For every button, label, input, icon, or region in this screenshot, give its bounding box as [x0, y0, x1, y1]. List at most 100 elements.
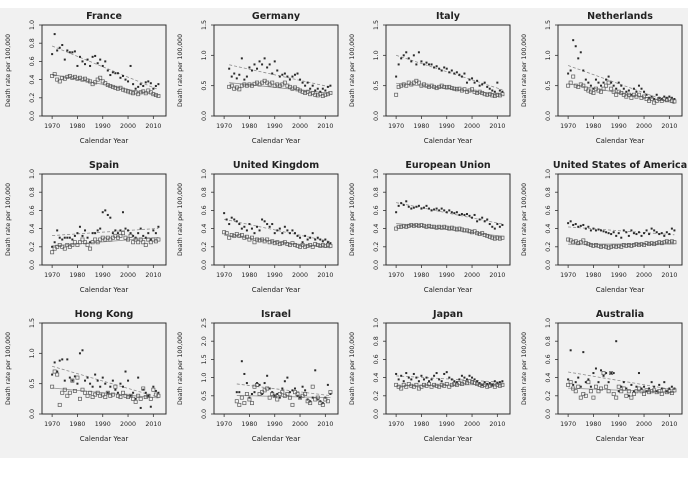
data-point-series-filled	[620, 236, 623, 239]
data-point-series-open	[659, 241, 664, 246]
data-point-series-filled	[51, 373, 54, 376]
y-tick-label: 0.6	[29, 56, 36, 66]
data-point-series-filled	[263, 220, 266, 223]
data-point-series-filled	[577, 225, 580, 228]
data-point-series-open	[629, 243, 634, 248]
data-point-series-open	[500, 235, 505, 240]
data-point-series-open	[255, 237, 259, 242]
x-axis-label: Calendar Year	[252, 286, 301, 294]
data-point-series-filled	[493, 380, 496, 383]
data-point-series-open	[115, 86, 120, 91]
data-point-series-open	[492, 236, 497, 241]
data-point-series-open	[65, 393, 70, 398]
data-point-series-open	[576, 241, 581, 246]
y-tick-label: 0.0	[373, 260, 380, 270]
chart-united-states-of-america: United States of America 0.0 0.2 0.4 0.6 0.8 1…	[521, 160, 687, 294]
data-point-series-open	[244, 392, 249, 396]
y-tick-label: 0.6	[373, 354, 380, 364]
y-tick-label: 1.0	[29, 169, 36, 179]
data-point-series-open	[611, 392, 616, 396]
data-point-series-filled	[615, 87, 618, 90]
data-point-series-filled	[605, 231, 608, 234]
x-axis-label: Calendar Year	[252, 137, 301, 145]
data-point-series-filled	[592, 372, 595, 375]
data-point-series-filled	[453, 380, 456, 383]
x-tick-label: 1990	[267, 123, 283, 130]
data-point-series-open	[156, 237, 161, 242]
data-point-series-filled	[597, 81, 600, 84]
x-tick-label: 2010	[661, 123, 677, 130]
data-point-series-filled	[250, 69, 253, 72]
data-point-series-filled	[402, 380, 405, 383]
data-point-series-open	[432, 382, 437, 387]
x-tick-label: 1990	[439, 123, 455, 130]
data-point-series-filled	[324, 89, 327, 92]
data-point-series-filled	[483, 381, 486, 384]
data-point-series-filled	[278, 227, 281, 230]
data-point-series-filled	[157, 225, 160, 228]
data-point-series-open	[480, 90, 485, 95]
data-point-series-filled	[96, 229, 99, 232]
data-point-series-open	[495, 382, 500, 387]
data-point-series-filled	[445, 67, 448, 70]
data-point-series-open	[290, 402, 295, 407]
data-point-series-filled	[309, 87, 312, 90]
data-point-series-filled	[612, 231, 615, 234]
x-tick-label: 2010	[317, 421, 333, 428]
x-tick-label: 1970	[216, 123, 232, 130]
data-point-series-filled	[594, 78, 597, 81]
data-point-series-filled	[154, 232, 157, 235]
data-point-series-filled	[223, 212, 226, 215]
data-point-series-open	[138, 237, 143, 242]
data-point-series-open	[100, 392, 105, 397]
data-point-series-filled	[78, 352, 81, 355]
data-point-series-open	[616, 89, 621, 94]
data-point-series-open	[482, 233, 487, 237]
data-point-series-filled	[119, 76, 122, 79]
data-point-series-open	[62, 246, 67, 251]
data-point-series-open	[669, 391, 674, 396]
data-point-series-filled	[261, 63, 264, 66]
data-point-series-open	[409, 223, 414, 227]
data-point-series-filled	[605, 372, 608, 375]
panel-title: United States of America	[553, 160, 687, 171]
data-point-series-filled	[658, 96, 661, 99]
data-point-series-open	[462, 87, 467, 92]
data-point-series-open	[70, 243, 75, 247]
data-point-series-open	[639, 95, 644, 100]
plot-box	[557, 322, 683, 415]
data-point-series-open	[459, 88, 464, 93]
data-point-series-filled	[89, 64, 92, 67]
data-point-series-filled	[445, 371, 448, 374]
data-point-series-filled	[592, 227, 595, 230]
data-point-series-open	[118, 233, 123, 238]
data-point-series-filled	[655, 231, 658, 234]
x-tick-label: 1980	[241, 421, 257, 428]
data-point-series-open	[586, 88, 591, 93]
data-point-series-open	[50, 384, 55, 389]
data-point-series-filled	[114, 388, 117, 391]
data-point-series-open	[664, 239, 669, 244]
data-point-series-open	[88, 390, 93, 395]
data-point-series-open	[470, 230, 474, 235]
y-axis-label: Death rate per 100,000	[5, 34, 12, 107]
data-point-series-filled	[428, 63, 431, 66]
data-point-series-open	[255, 382, 259, 387]
x-tick-label: 1980	[241, 123, 257, 130]
data-point-series-open	[642, 392, 646, 396]
data-point-series-filled	[258, 229, 261, 232]
data-point-series-open	[295, 243, 300, 248]
data-point-series-filled	[622, 381, 625, 384]
data-point-series-filled	[402, 203, 405, 206]
data-point-series-filled	[600, 84, 603, 87]
x-tick-label: 1990	[95, 421, 111, 428]
data-point-series-filled	[268, 387, 271, 390]
data-point-series-filled	[144, 236, 147, 239]
data-point-series-open	[599, 89, 603, 94]
data-point-series-open	[247, 397, 252, 402]
data-point-series-filled	[625, 231, 628, 234]
data-point-series-filled	[240, 227, 243, 230]
data-point-series-filled	[445, 211, 448, 214]
y-tick-label: 0.8	[201, 187, 208, 197]
data-point-series-open	[475, 382, 480, 386]
